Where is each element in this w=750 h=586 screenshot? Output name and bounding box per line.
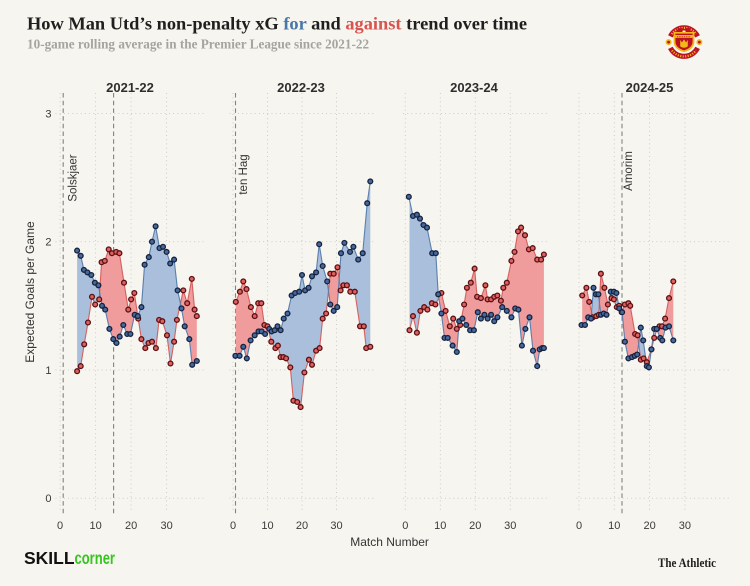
svg-text:ten Hag: ten Hag [238, 154, 250, 194]
svg-text:20: 20 [296, 520, 308, 532]
svg-text:SKILL: SKILL [24, 548, 75, 568]
svg-text:30: 30 [679, 520, 691, 532]
svg-text:30: 30 [504, 520, 516, 532]
svg-text:corner: corner [75, 548, 116, 568]
svg-text:30: 30 [160, 520, 172, 532]
svg-text:Match Number: Match Number [350, 535, 429, 549]
svg-text:10: 10 [608, 520, 620, 532]
svg-text:2022-23: 2022-23 [277, 80, 325, 95]
svg-text:0: 0 [402, 520, 408, 532]
svg-text:20: 20 [643, 520, 655, 532]
svg-text:0: 0 [230, 520, 236, 532]
svg-text:30: 30 [330, 520, 342, 532]
svg-text:Expected Goals per Game: Expected Goals per Game [23, 221, 37, 363]
svg-text:2023-24: 2023-24 [450, 80, 498, 95]
svg-text:10: 10 [261, 520, 273, 532]
svg-text:0: 0 [576, 520, 582, 532]
svg-text:10-game rolling average in the: 10-game rolling average in the Premier L… [27, 37, 369, 52]
svg-text:2024-25: 2024-25 [626, 80, 674, 95]
svg-text:Amorim: Amorim [623, 151, 635, 191]
svg-text:1: 1 [45, 365, 51, 377]
svg-text:10: 10 [89, 520, 101, 532]
svg-text:20: 20 [469, 520, 481, 532]
svg-text:2: 2 [45, 237, 51, 249]
svg-text:20: 20 [125, 520, 137, 532]
svg-text:2021-22: 2021-22 [106, 80, 154, 95]
svg-text:The Athletic: The Athletic [658, 555, 716, 570]
svg-text:0: 0 [57, 520, 63, 532]
svg-text:How Man Utd’s non-penalty xG f: How Man Utd’s non-penalty xG for and aga… [27, 14, 527, 34]
svg-text:10: 10 [434, 520, 446, 532]
svg-text:0: 0 [45, 493, 51, 505]
svg-text:3: 3 [45, 108, 51, 120]
svg-text:Solskjaer: Solskjaer [68, 154, 80, 201]
